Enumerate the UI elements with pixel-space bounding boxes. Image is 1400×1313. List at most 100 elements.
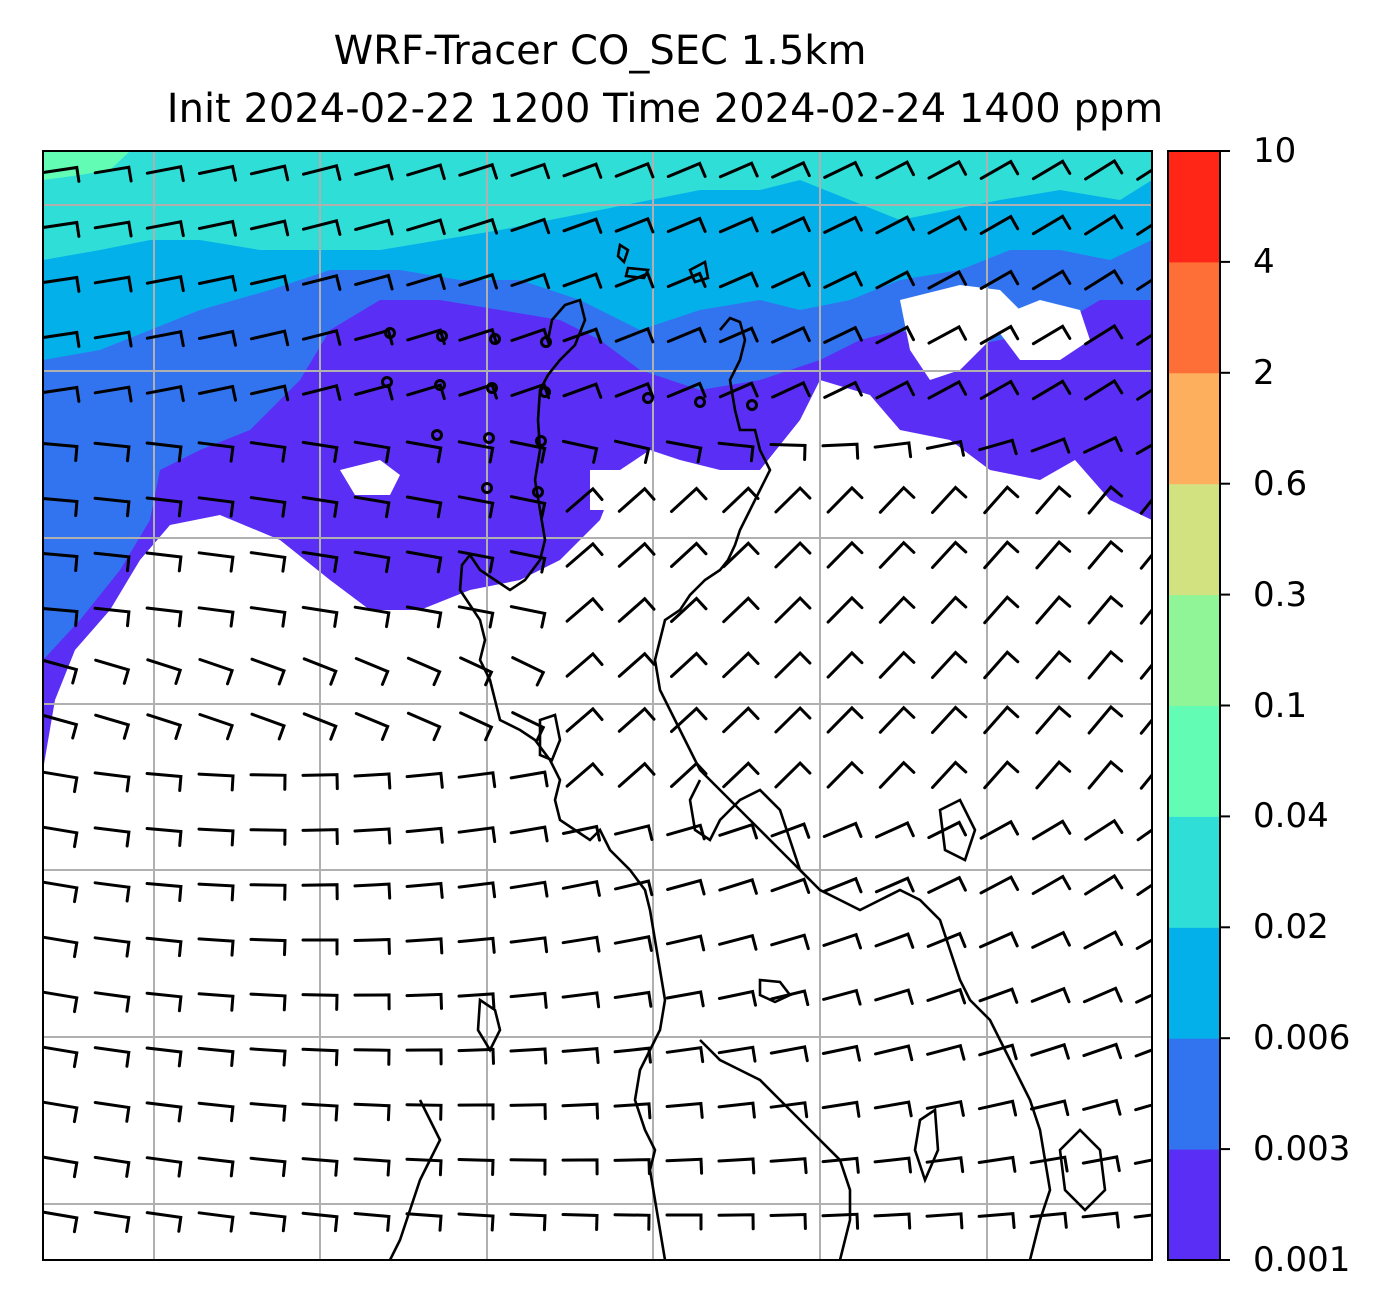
wind-barb xyxy=(405,992,443,1010)
wind-barb xyxy=(565,486,604,513)
wind-barb xyxy=(457,495,495,519)
wind-barb xyxy=(509,605,547,629)
wind-barb xyxy=(249,329,290,347)
wind-barb xyxy=(353,440,391,464)
wind-barb xyxy=(1087,649,1124,680)
wind-barb xyxy=(457,771,497,789)
wind-barb xyxy=(617,761,656,788)
wind-barb xyxy=(457,1103,495,1121)
wind-barb xyxy=(457,1212,495,1232)
wind-barb xyxy=(977,1099,1018,1117)
wind-barb xyxy=(1030,1042,1070,1060)
wind-barb xyxy=(1136,223,1152,236)
wind-barb xyxy=(197,1156,235,1178)
wind-barb xyxy=(93,1155,131,1178)
wind-barb xyxy=(722,541,760,569)
clear-patch xyxy=(340,460,400,495)
wind-barb xyxy=(509,1103,547,1121)
wind-barb xyxy=(822,821,863,838)
wind-barb xyxy=(614,271,655,289)
wind-barb xyxy=(1084,213,1124,236)
wind-barb xyxy=(666,326,707,343)
wind-barb xyxy=(249,274,290,292)
wind-barb xyxy=(509,825,549,843)
wind-barb xyxy=(302,383,342,401)
wind-barb xyxy=(1083,435,1123,454)
wind-barb xyxy=(878,595,916,624)
wind-barb xyxy=(405,1048,443,1066)
wind-barb xyxy=(1035,484,1072,515)
wind-barb xyxy=(457,550,495,574)
map-frame xyxy=(42,150,1153,1261)
wind-barb xyxy=(614,381,655,399)
calm-wind-circle xyxy=(489,333,501,345)
calm-wind-circle xyxy=(642,392,654,404)
wind-barb xyxy=(1084,873,1124,896)
wind-barb xyxy=(561,439,599,464)
wind-barb xyxy=(617,706,656,733)
calm-wind-circle xyxy=(486,382,498,394)
wind-barb xyxy=(925,439,965,457)
wind-barb xyxy=(1082,1042,1123,1060)
calm-wind-circle xyxy=(694,396,706,408)
wind-barb xyxy=(1136,333,1152,346)
wind-barb xyxy=(717,989,757,1007)
wind-barb xyxy=(353,882,392,900)
wind-barb xyxy=(666,878,706,896)
wind-barb xyxy=(670,486,708,513)
wind-barb xyxy=(562,162,603,179)
wind-barb xyxy=(1031,819,1072,841)
wind-barb xyxy=(197,329,237,347)
wind-barb xyxy=(511,711,546,742)
wind-barb xyxy=(457,936,496,954)
wind-barb xyxy=(878,650,916,679)
wind-barb xyxy=(145,330,185,348)
wind-barb xyxy=(1031,214,1072,236)
wind-barb xyxy=(614,216,655,234)
wind-barb xyxy=(983,760,1020,790)
wind-barb xyxy=(405,771,444,789)
calm-wind-circle xyxy=(746,399,758,411)
wind-barb xyxy=(1081,1211,1120,1229)
coastline-island xyxy=(538,713,562,762)
wind-barb xyxy=(509,495,547,519)
wind-barb xyxy=(405,605,443,629)
wind-barb xyxy=(665,934,706,952)
wind-barb xyxy=(145,606,183,628)
wind-barb xyxy=(978,1043,1018,1061)
wind-barb xyxy=(823,160,863,179)
coastline-island xyxy=(616,242,630,265)
wind-barb xyxy=(354,273,394,291)
wind-barb xyxy=(927,379,968,400)
wind-barb xyxy=(459,656,494,687)
wind-barb xyxy=(670,596,708,623)
wind-barb xyxy=(43,659,79,685)
wind-barb xyxy=(769,1101,809,1119)
wind-barb xyxy=(875,160,915,180)
wind-barb xyxy=(717,1101,756,1119)
wind-barb xyxy=(718,878,758,895)
wind-barb xyxy=(510,272,551,290)
wind-barb xyxy=(301,1211,339,1233)
wind-barb xyxy=(249,441,287,463)
wind-barb xyxy=(565,761,604,788)
wind-barb xyxy=(822,932,862,950)
wind-barb xyxy=(561,935,601,953)
wind-barb xyxy=(718,326,759,344)
wind-barb xyxy=(146,713,183,740)
wind-barbs xyxy=(43,158,1152,1234)
wind-barb xyxy=(983,705,1020,735)
wind-barb xyxy=(565,651,604,678)
wind-barb xyxy=(43,330,81,348)
wind-barb xyxy=(457,440,495,464)
wind-barb xyxy=(1031,269,1072,291)
calm-wind-circle xyxy=(381,376,393,388)
wind-barb xyxy=(405,826,444,844)
wind-barb xyxy=(983,540,1020,570)
wind-barb xyxy=(718,161,759,179)
wind-barb xyxy=(774,540,812,569)
wind-barb xyxy=(614,824,654,841)
wind-barb xyxy=(509,770,549,788)
wind-barb xyxy=(197,882,235,902)
colorbar-tick-label: 0.006 xyxy=(1253,1018,1351,1059)
